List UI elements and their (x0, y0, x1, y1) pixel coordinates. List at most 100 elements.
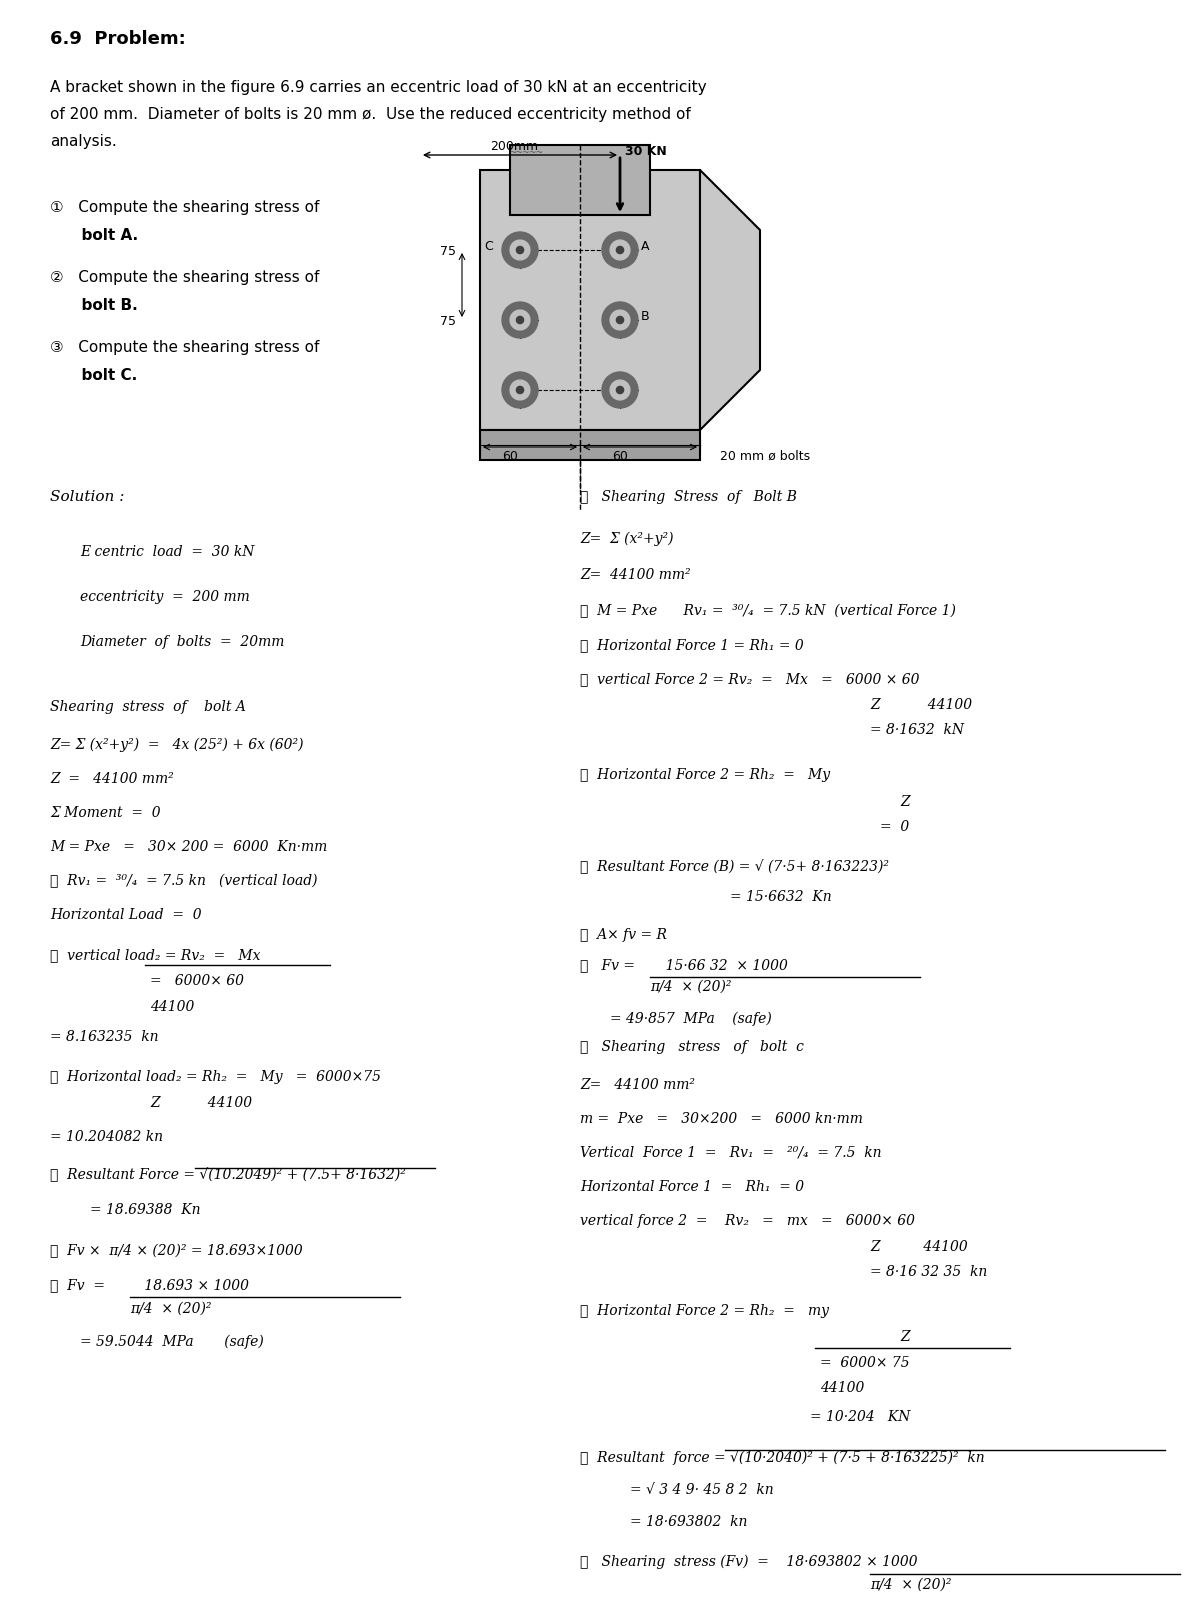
Circle shape (516, 316, 523, 324)
Circle shape (510, 380, 530, 400)
Text: ∴  Resultant  force = √(10·2040)² + (7·5 + 8·163225)²  kn: ∴ Resultant force = √(10·2040)² + (7·5 +… (580, 1450, 985, 1464)
Text: ③   Compute the shearing stress of: ③ Compute the shearing stress of (50, 340, 319, 354)
Polygon shape (700, 171, 760, 430)
Text: = 59.5044  MPa       (safe): = 59.5044 MPa (safe) (80, 1336, 264, 1350)
Text: Z: Z (900, 1331, 910, 1344)
Text: Z           44100: Z 44100 (870, 698, 972, 712)
Text: 20 mm ø bolts: 20 mm ø bolts (720, 449, 810, 462)
Text: B: B (641, 309, 649, 322)
Text: Z: Z (900, 794, 910, 809)
Text: 60: 60 (612, 449, 628, 462)
Text: = 8·1632  kN: = 8·1632 kN (870, 723, 964, 736)
Circle shape (610, 380, 630, 400)
Text: =  0: = 0 (880, 820, 910, 834)
Text: Z           44100: Z 44100 (150, 1095, 252, 1110)
Text: ∴  Resultant Force (B) = √ (7·5+ 8·163223)²: ∴ Resultant Force (B) = √ (7·5+ 8·163223… (580, 860, 889, 875)
Text: = 18.69388  Kn: = 18.69388 Kn (90, 1203, 200, 1216)
Text: ~~~~~: ~~~~~ (510, 148, 544, 158)
Text: Horizontal Force 1  =   Rh₁  = 0: Horizontal Force 1 = Rh₁ = 0 (580, 1179, 804, 1194)
Circle shape (516, 387, 523, 393)
Text: eccentricity  =  200 mm: eccentricity = 200 mm (80, 590, 250, 604)
Circle shape (602, 372, 638, 408)
Text: ∴  Resultant Force = √(10.2049)² + (7.5+ 8·1632)²: ∴ Resultant Force = √(10.2049)² + (7.5+ … (50, 1168, 406, 1182)
Text: 44100: 44100 (820, 1381, 864, 1395)
Text: ∴  Horizontal Force 1 = Rh₁ = 0: ∴ Horizontal Force 1 = Rh₁ = 0 (580, 638, 804, 652)
Text: ∴  Fv ×  π/4 × (20)² = 18.693×1000: ∴ Fv × π/4 × (20)² = 18.693×1000 (50, 1244, 302, 1258)
Text: = 10·204   KN: = 10·204 KN (810, 1410, 911, 1424)
Text: ∴  A× fv = R: ∴ A× fv = R (580, 928, 667, 942)
Text: analysis.: analysis. (50, 134, 116, 148)
Text: Vertical  Force 1  =   Rv₁  =   ²⁰/₄  = 7.5  kn: Vertical Force 1 = Rv₁ = ²⁰/₄ = 7.5 kn (580, 1145, 882, 1160)
Text: ∴   Shearing  stress (Fv)  =    18·693802 × 1000: ∴ Shearing stress (Fv) = 18·693802 × 100… (580, 1555, 918, 1569)
Text: of 200 mm.  Diameter of bolts is 20 mm ø.  Use the reduced eccentricity method o: of 200 mm. Diameter of bolts is 20 mm ø.… (50, 106, 691, 122)
Text: Diameter  of  bolts  =  20mm: Diameter of bolts = 20mm (80, 635, 284, 649)
Text: 6.9  Problem:: 6.9 Problem: (50, 31, 186, 48)
Text: = 10.204082 kn: = 10.204082 kn (50, 1129, 163, 1144)
Text: Z=  44100 mm²: Z= 44100 mm² (580, 569, 691, 582)
Text: ①   Compute the shearing stress of: ① Compute the shearing stress of (50, 200, 319, 214)
Text: = 18·693802  kn: = 18·693802 kn (630, 1514, 748, 1529)
Circle shape (510, 240, 530, 259)
Bar (480, 430, 700, 461)
Text: vertical force 2  =    Rv₂   =   mx   =   6000× 60: vertical force 2 = Rv₂ = mx = 6000× 60 (580, 1215, 916, 1228)
Text: Shearing  stress  of    bolt A: Shearing stress of bolt A (50, 701, 246, 714)
Text: π/4  × (20)²: π/4 × (20)² (870, 1579, 952, 1592)
Circle shape (516, 246, 523, 253)
Text: Z= Σ (x²+y²)  =   4x (25²) + 6x (60²): Z= Σ (x²+y²) = 4x (25²) + 6x (60²) (50, 738, 304, 752)
Text: M = Pxe   =   30× 200 =  6000  Kn·mm: M = Pxe = 30× 200 = 6000 Kn·mm (50, 839, 328, 854)
Text: 60: 60 (502, 449, 518, 462)
Text: = 8·16 32 35  kn: = 8·16 32 35 kn (870, 1265, 988, 1279)
Text: ∴  M = Pxe      Rv₁ =  ³⁰/₄  = 7.5 kN  (vertical Force 1): ∴ M = Pxe Rv₁ = ³⁰/₄ = 7.5 kN (vertical … (580, 604, 956, 619)
Text: ∴  Rv₁ =  ³⁰/₄  = 7.5 kn   (vertical load): ∴ Rv₁ = ³⁰/₄ = 7.5 kn (vertical load) (50, 875, 318, 888)
Circle shape (602, 301, 638, 338)
Circle shape (502, 301, 538, 338)
Text: ∴   Fv =       15·66 32  × 1000: ∴ Fv = 15·66 32 × 1000 (580, 959, 788, 971)
Text: Σ Moment  =  0: Σ Moment = 0 (50, 806, 161, 820)
Bar (510, 145, 650, 214)
Circle shape (602, 232, 638, 267)
Text: =  6000× 75: = 6000× 75 (820, 1356, 910, 1369)
Text: C: C (484, 240, 493, 253)
Text: ∴  Horizontal Force 2 = Rh₂  =   My: ∴ Horizontal Force 2 = Rh₂ = My (580, 768, 830, 781)
Text: ③   Shearing   stress   of   bolt  c: ③ Shearing stress of bolt c (580, 1041, 804, 1054)
Text: Z=  Σ (x²+y²): Z= Σ (x²+y²) (580, 532, 673, 546)
Text: Z          44100: Z 44100 (870, 1240, 967, 1253)
Circle shape (610, 309, 630, 330)
Text: =   6000× 60: = 6000× 60 (150, 975, 244, 988)
Text: 44100: 44100 (150, 1000, 194, 1013)
Text: 30 KN: 30 KN (625, 145, 667, 158)
Text: = 15·6632  Kn: = 15·6632 Kn (730, 889, 832, 904)
Text: π/4  × (20)²: π/4 × (20)² (650, 979, 732, 994)
Text: = 49·857  MPa    (safe): = 49·857 MPa (safe) (610, 1012, 772, 1026)
Text: 200mm: 200mm (490, 140, 538, 153)
Circle shape (502, 372, 538, 408)
Text: Z=   44100 mm²: Z= 44100 mm² (580, 1078, 695, 1092)
Text: m =  Pxe   =   30×200   =   6000 kn·mm: m = Pxe = 30×200 = 6000 kn·mm (580, 1112, 863, 1126)
Circle shape (617, 246, 624, 253)
Text: = 8.163235  kn: = 8.163235 kn (50, 1029, 158, 1044)
Circle shape (617, 387, 624, 393)
Circle shape (502, 232, 538, 267)
Circle shape (617, 316, 624, 324)
Text: Solution :: Solution : (50, 490, 125, 504)
Text: Z  =   44100 mm²: Z = 44100 mm² (50, 772, 174, 786)
Text: ②   Compute the shearing stress of: ② Compute the shearing stress of (50, 271, 319, 285)
Text: E centric  load  =  30 kN: E centric load = 30 kN (80, 545, 254, 559)
Text: ∴  vertical Force 2 = Rv₂  =   Mx   =   6000 × 60: ∴ vertical Force 2 = Rv₂ = Mx = 6000 × 6… (580, 672, 919, 686)
Text: ∴  Fv  =         18.693 × 1000: ∴ Fv = 18.693 × 1000 (50, 1278, 250, 1292)
Text: A: A (641, 240, 649, 253)
Circle shape (510, 309, 530, 330)
Text: π/4  × (20)²: π/4 × (20)² (130, 1302, 211, 1316)
Text: ∴  vertical load₂ = Rv₂  =   Mx: ∴ vertical load₂ = Rv₂ = Mx (50, 947, 260, 962)
Text: ∴  Horizontal load₂ = Rh₂  =   My   =  6000×75: ∴ Horizontal load₂ = Rh₂ = My = 6000×75 (50, 1070, 382, 1084)
Bar (480, 171, 700, 430)
Text: bolt C.: bolt C. (50, 367, 137, 383)
Text: A bracket shown in the figure 6.9 carries an eccentric load of 30 kN at an eccen: A bracket shown in the figure 6.9 carrie… (50, 81, 707, 95)
Text: ∴  Horizontal Force 2 = Rh₂  =   my: ∴ Horizontal Force 2 = Rh₂ = my (580, 1303, 829, 1318)
Text: bolt A.: bolt A. (50, 229, 138, 243)
Text: 75: 75 (440, 316, 456, 329)
Text: bolt B.: bolt B. (50, 298, 138, 313)
Text: 75: 75 (440, 245, 456, 258)
Text: ②   Shearing  Stress  of   Bolt B: ② Shearing Stress of Bolt B (580, 490, 797, 504)
Circle shape (610, 240, 630, 259)
